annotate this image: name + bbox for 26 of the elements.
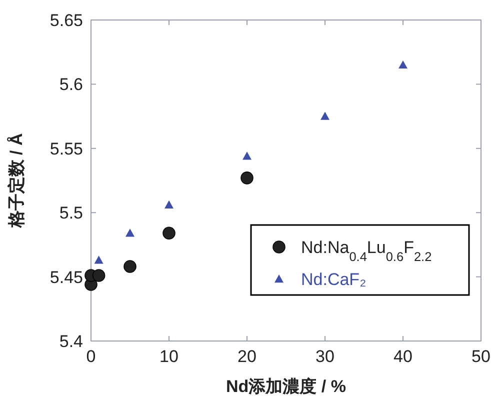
y-tick-label: 5.6 [59, 75, 83, 94]
y-tick-label: 5.65 [50, 11, 83, 30]
legend-label: Nd:Na$_{0.4}$Lu$_{0.6}$F$_{2.2}$ [301, 238, 432, 264]
point [242, 152, 252, 160]
x-tick-label: 20 [238, 347, 256, 366]
x-axis-title: Nd添加濃度 / % [226, 377, 346, 396]
y-tick-label: 5.55 [50, 139, 83, 158]
point [124, 260, 136, 273]
y-tick-label: 5.45 [50, 268, 83, 287]
point [94, 256, 104, 264]
point [162, 226, 176, 240]
point [164, 200, 174, 208]
x-tick-label: 0 [86, 347, 96, 366]
point [320, 112, 330, 120]
legend-label: Nd:CaF₂ [301, 270, 366, 289]
x-tick-label: 40 [394, 347, 412, 366]
x-tick-label: 10 [160, 347, 178, 366]
x-tick-label: 50 [472, 347, 490, 366]
y-tick-label: 5.4 [59, 332, 83, 351]
y-tick-label: 5.5 [59, 204, 83, 223]
point [92, 269, 106, 282]
point [240, 172, 254, 184]
point [126, 228, 134, 237]
x-tick-label: 30 [316, 347, 334, 366]
y-axis-title: 格子定数 / Å [7, 133, 26, 229]
point [398, 60, 408, 69]
